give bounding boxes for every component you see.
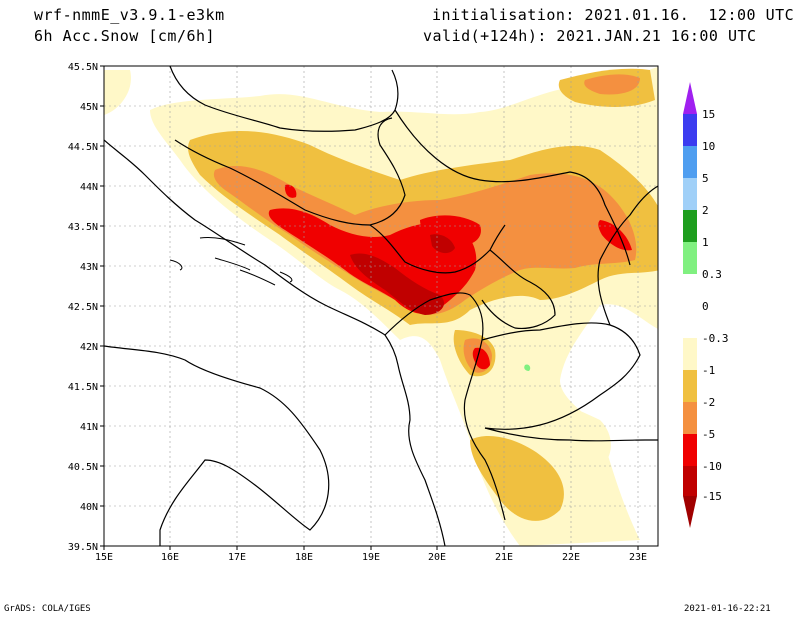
snow-contour-10 [350, 253, 445, 315]
grid-lines [104, 66, 658, 546]
lat-label: 45N [80, 102, 98, 113]
lon-label: 15E [95, 552, 113, 563]
footer-timestamp: 2021-01-16-22:21 [684, 604, 771, 614]
lat-label: 42N [80, 342, 98, 353]
footer-credit: GrADS: COLA/IGES [4, 604, 91, 614]
snow-contour-2-ne [584, 74, 640, 95]
lon-label: 19E [362, 552, 380, 563]
colorbar-label: -10 [702, 460, 722, 473]
colorbar-label: 0.3 [702, 268, 722, 281]
croatia-border-icon [169, 66, 399, 132]
colorbar-swatch [683, 210, 697, 242]
kosovo-border-icon [481, 249, 556, 330]
colorbar-label: -2 [702, 396, 715, 409]
colorbar-label: 2 [702, 204, 709, 217]
colorbar-swatch [683, 402, 697, 434]
colorbar-swatch [683, 114, 697, 146]
colorbar-top-triangle [683, 82, 697, 114]
colorbar-swatch [683, 178, 697, 210]
macedonia-border-icon [481, 322, 641, 430]
colorbar-swatch [683, 274, 697, 306]
bulgaria-border-icon [597, 185, 658, 326]
axis-ticks [100, 65, 639, 550]
colorbar-label: 5 [702, 172, 709, 185]
bosnia-border-icon [174, 117, 406, 226]
lon-label: 20E [428, 552, 446, 563]
lat-label: 44.5N [68, 142, 98, 153]
lat-labels: 39.5N 40N 40.5N 41N 41.5N 42N 42.5N 43N … [68, 62, 98, 553]
colorbar-swatch [683, 370, 697, 402]
lon-label: 22E [562, 552, 580, 563]
lat-label: 41.5N [68, 382, 98, 393]
lon-label: 16E [161, 552, 179, 563]
montenegro-border-icon [369, 224, 506, 274]
lon-label: 17E [228, 552, 246, 563]
colorbar-swatch [683, 242, 697, 274]
italy-coast-icon [104, 345, 330, 546]
colorbar: 15 10 5 2 1 0.3 0 -0.3 -1 -2 -5 -10 -15 [683, 82, 729, 528]
snow-contour-5-east [598, 220, 632, 251]
snow-contour-5-spot [284, 184, 297, 198]
colorbar-label: -1 [702, 364, 715, 377]
snow-contour-light-south [480, 396, 611, 470]
colorbar-swatch [683, 338, 697, 370]
snow-contour-10-b [430, 234, 455, 254]
colorbar-label: -5 [702, 428, 715, 441]
lon-label: 21E [495, 552, 513, 563]
snow-contour-1-se [470, 435, 564, 521]
model-title: wrf-nmmE_v3.9.1-e3km [34, 6, 225, 24]
lat-label: 41N [80, 422, 98, 433]
lat-label: 40N [80, 502, 98, 513]
colorbar-label: 0 [702, 300, 709, 313]
lat-label: 40.5N [68, 462, 98, 473]
lat-label: 45.5N [68, 62, 98, 73]
lat-label: 43N [80, 262, 98, 273]
init-time: initialisation: 2021.01.16. 12:00 UTC [432, 6, 795, 24]
greece-border-icon [484, 427, 658, 442]
lon-labels: 15E 16E 17E 18E 19E 20E 21E 22E 23E [95, 552, 647, 563]
lat-label: 42.5N [68, 302, 98, 313]
lon-label: 23E [629, 552, 647, 563]
lat-label: 44N [80, 182, 98, 193]
lat-label: 39.5N [68, 542, 98, 553]
colorbar-swatch [683, 306, 697, 338]
colorbar-bottom-triangle [683, 496, 697, 528]
colorbar-label: -15 [702, 490, 722, 503]
coastlines-borders [104, 66, 658, 546]
colorbar-label: 15 [702, 108, 715, 121]
albania-border-icon [384, 292, 506, 521]
dalmatian-coast-icon [104, 139, 446, 546]
colorbar-label: -0.3 [702, 332, 729, 345]
colorbar-label: 10 [702, 140, 715, 153]
lat-label: 43.5N [68, 222, 98, 233]
colorbar-swatch [683, 434, 697, 466]
colorbar-swatch [683, 466, 697, 496]
croatia-islands-icon [169, 237, 293, 286]
snow-contour-5-south [472, 347, 490, 370]
valid-time: valid(+124h): 2021.JAN.21 16:00 UTC [423, 27, 757, 45]
colorbar-label: 1 [702, 236, 709, 249]
snow-contour-light-west [104, 70, 131, 115]
serbia-border-icon [394, 109, 631, 266]
lon-label: 18E [295, 552, 313, 563]
colorbar-swatch [683, 146, 697, 178]
snow-contour-wet-dot [524, 364, 531, 371]
variable-title: 6h Acc.Snow [cm/6h] [34, 27, 216, 45]
